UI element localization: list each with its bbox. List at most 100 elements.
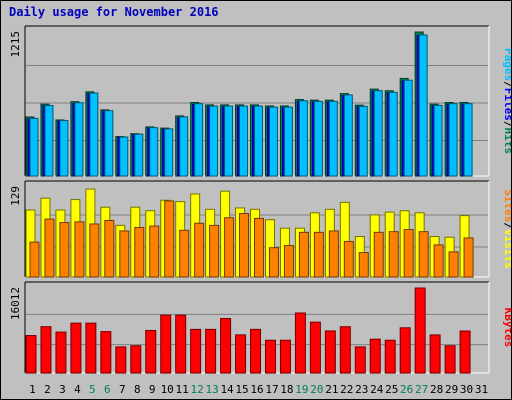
bar-sites-day-2 [44,218,55,278]
bar-sites-day-10 [164,200,175,278]
bar-kbytes-day-24 [369,338,381,374]
bar-pages-day-13 [209,105,219,177]
x-tick-label-day-19: 19 [295,383,308,396]
x-tick-label-day-20: 20 [310,383,323,396]
bar-kbytes-day-7 [115,346,127,374]
legend-entry: / [502,121,511,128]
panel-1-legend: Pages/Files/Hits [502,48,511,154]
panel-3-ymax-label: 16012 [9,287,22,320]
bar-sites-day-27 [418,231,429,278]
bar-kbytes-day-2 [40,326,52,374]
x-tick-label-day-31: 31 [475,383,488,396]
bar-sites-day-26 [403,229,414,278]
x-tick-label-day-4: 4 [74,383,81,396]
bar-pages-day-11 [179,116,189,177]
bar-pages-day-21 [328,100,338,177]
x-tick-label-day-14: 14 [220,383,234,396]
x-tick-label-day-3: 3 [59,383,66,396]
bar-kbytes-day-29 [444,345,456,374]
bar-sites-day-22 [343,240,354,278]
panel-2-legend: Sites/Visits [502,189,511,269]
bar-sites-day-15 [239,213,250,278]
legend-entry: KBytes [502,308,511,348]
bar-pages-day-14 [224,105,234,177]
bar-pages-day-23 [358,105,368,177]
bar-pages-day-28 [433,104,443,177]
bar-pages-day-8 [134,133,144,177]
x-tick-label-day-9: 9 [149,383,156,396]
bar-kbytes-day-19 [294,312,306,374]
panel-2-ymax-label: 129 [9,186,22,206]
bar-sites-day-12 [194,222,205,278]
bar-kbytes-day-13 [205,328,217,374]
bar-pages-day-30 [463,103,473,177]
bar-kbytes-day-30 [459,330,471,374]
bar-pages-day-20 [313,100,323,177]
legend-entry: Sites [502,189,511,222]
bar-pages-day-16 [254,105,264,177]
bar-kbytes-day-15 [235,334,247,374]
bar-kbytes-day-11 [175,314,187,374]
bar-kbytes-day-17 [264,339,276,374]
bar-pages-day-29 [448,103,458,177]
x-tick-label-day-27: 27 [415,383,428,396]
x-tick-label-day-22: 22 [340,383,353,396]
bar-sites-day-20 [313,231,324,278]
bar-sites-day-19 [298,231,309,278]
bar-kbytes-day-1 [25,335,37,374]
x-tick-label-day-26: 26 [400,383,413,396]
panel-1-ymax-label: 1215 [9,31,22,58]
x-tick-label-day-16: 16 [250,383,263,396]
bar-sites-day-9 [149,225,160,278]
x-tick-label-day-25: 25 [385,383,398,396]
x-tick-label-day-6: 6 [104,383,111,396]
x-tick-label-day-12: 12 [191,383,204,396]
bar-pages-day-7 [119,136,129,177]
x-tick-label-day-29: 29 [445,383,458,396]
bar-sites-day-16 [254,217,265,278]
x-tick-label-day-28: 28 [430,383,443,396]
x-tick-label-day-30: 30 [460,383,473,396]
bar-sites-day-25 [388,231,399,278]
x-tick-label-day-17: 17 [265,383,278,396]
legend-entry: Hits [502,128,511,155]
bar-kbytes-day-25 [384,339,396,374]
bar-kbytes-day-4 [70,322,82,374]
bar-pages-day-26 [403,79,413,177]
legend-entry: / [502,222,511,229]
bar-sites-day-24 [373,231,384,278]
bar-kbytes-day-16 [250,328,262,374]
bar-pages-day-19 [298,100,308,177]
bar-sites-day-11 [179,229,190,278]
bar-sites-day-5 [89,223,100,278]
bar-kbytes-day-23 [354,346,366,374]
bar-kbytes-day-8 [130,345,142,374]
bar-kbytes-day-3 [55,331,67,374]
bar-sites-day-13 [209,224,220,278]
x-tick-label-day-21: 21 [325,383,338,396]
bar-kbytes-day-22 [339,326,351,374]
bar-sites-day-18 [283,245,294,278]
bar-sites-day-7 [119,230,130,278]
bar-sites-day-14 [224,217,235,278]
bar-pages-day-12 [194,103,204,177]
bar-sites-day-21 [328,230,339,278]
x-tick-label-day-10: 10 [161,383,174,396]
x-tick-label-day-23: 23 [355,383,368,396]
bar-pages-day-5 [89,92,99,177]
x-tick-label-day-7: 7 [119,383,126,396]
bar-kbytes-day-9 [145,329,157,374]
bar-sites-day-30 [463,237,474,278]
bar-sites-day-29 [448,251,459,278]
x-tick-label-day-11: 11 [176,383,189,396]
bar-sites-day-28 [433,244,444,278]
bar-pages-day-18 [283,106,293,177]
x-tick-label-day-2: 2 [44,383,51,396]
x-tick-label-day-18: 18 [280,383,293,396]
bar-pages-day-24 [373,90,383,177]
legend-entry: Files [502,88,511,121]
legend-entry: Visits [502,229,511,269]
bar-pages-day-1 [29,117,39,177]
bar-pages-day-3 [59,120,69,177]
